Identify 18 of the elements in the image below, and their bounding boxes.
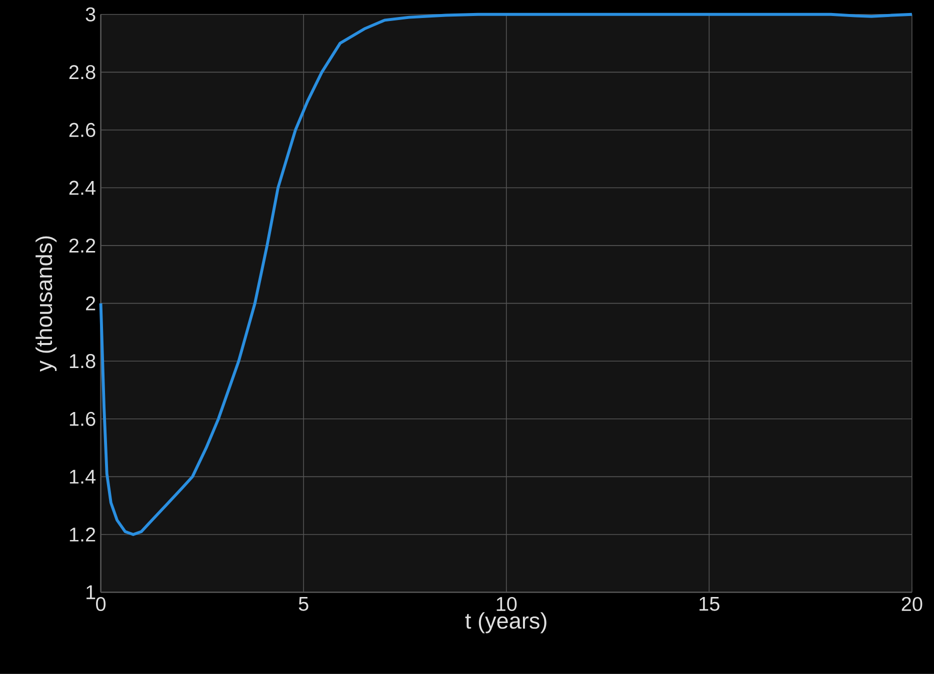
y-axis-title: y (thousands) <box>36 236 57 372</box>
y-tick-label: 2.8 <box>69 65 96 80</box>
y-tick-label: 2.2 <box>69 238 96 253</box>
x-tick-label: 15 <box>700 597 720 611</box>
x-tick-label: 10 <box>496 597 517 612</box>
y-tick-label: 1.6 <box>70 412 96 426</box>
y-tick-label: 1.8 <box>70 354 96 368</box>
x-tick-label: 20 <box>902 597 922 612</box>
x-tick-label: 0 <box>96 597 106 612</box>
y-tick-label: 1 <box>86 585 96 600</box>
y-tick-label: 2 <box>86 296 96 310</box>
y-tick-label: 2.6 <box>69 122 96 138</box>
x-tick-label: 5 <box>298 597 308 611</box>
y-tick-label: 2.4 <box>69 180 96 195</box>
y-tick-label: 1.2 <box>70 528 96 542</box>
y-tick-label: 1.4 <box>70 470 96 484</box>
y-tick-label: 3 <box>86 7 96 22</box>
x-axis-title: t (years) <box>465 612 546 634</box>
